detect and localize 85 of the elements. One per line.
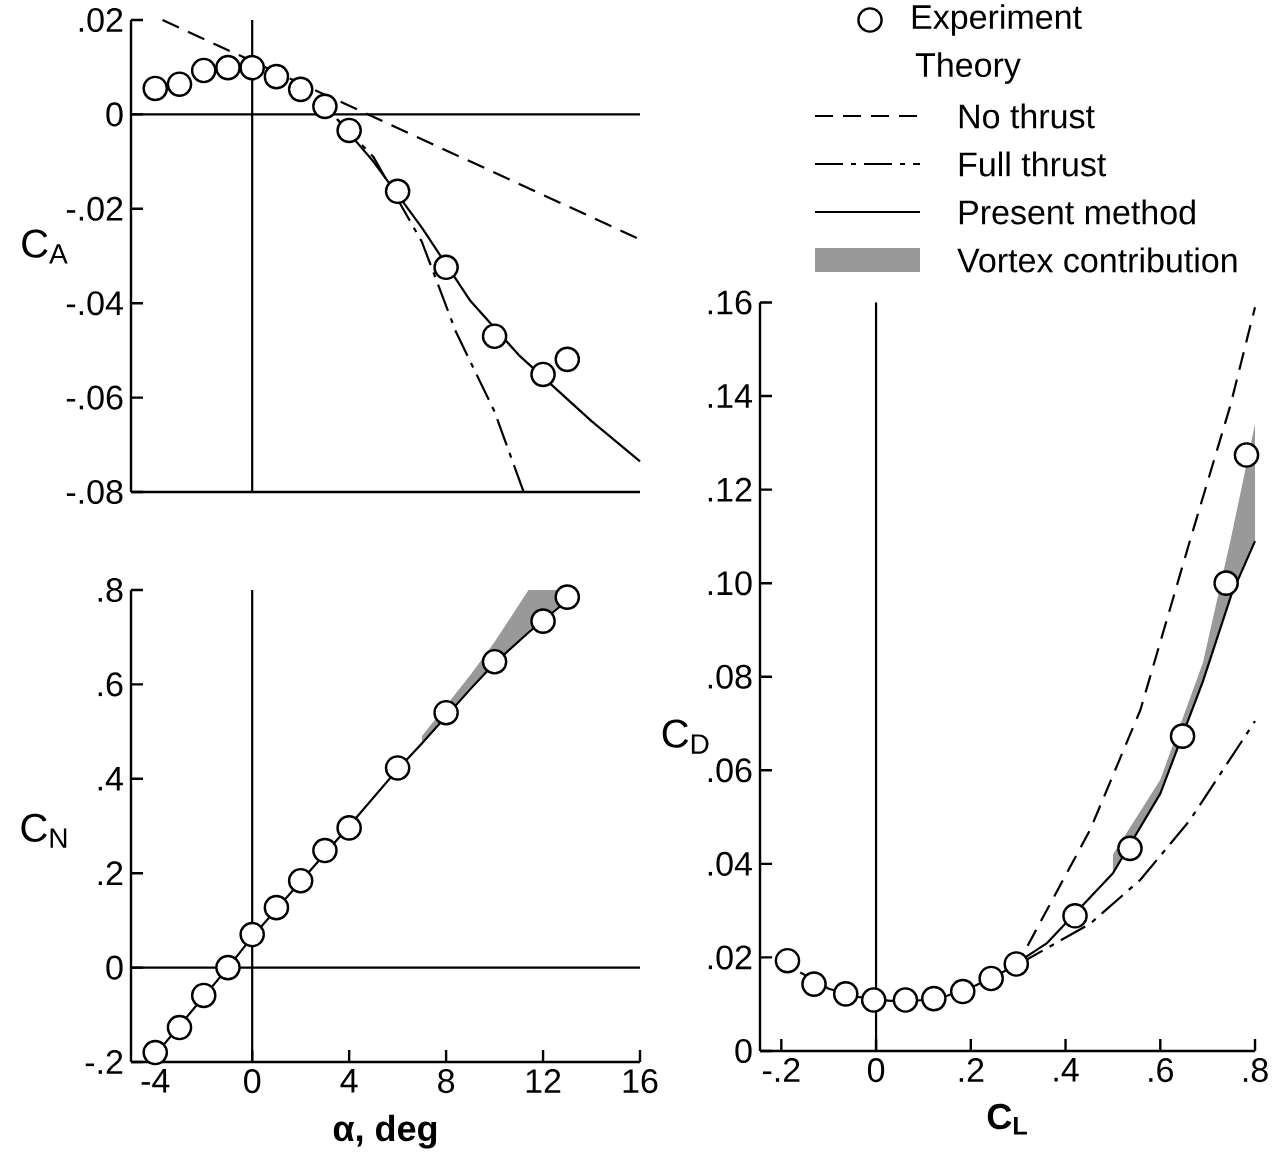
point — [215, 954, 241, 981]
y-tick-label: .10 — [708, 571, 752, 596]
y-tick-label: .02 — [708, 945, 752, 970]
point — [166, 71, 193, 97]
point — [892, 987, 919, 1013]
x-tick-label: 0 — [244, 1069, 261, 1094]
point — [1169, 723, 1196, 749]
point — [801, 971, 827, 997]
x-axis-title: C$_{L}$ — [987, 1103, 1027, 1135]
point — [554, 584, 581, 610]
point — [312, 93, 338, 120]
point — [481, 648, 508, 675]
x-tick-label: 8 — [438, 1069, 455, 1094]
point — [336, 117, 362, 144]
point — [239, 921, 265, 948]
point — [554, 346, 581, 373]
x-tick-label: 12 — [526, 1069, 561, 1093]
point — [481, 323, 508, 350]
y-tick-label: 0 — [106, 955, 123, 980]
line-series — [1026, 306, 1257, 947]
y-tick-label: .14 — [708, 384, 752, 408]
point — [433, 699, 459, 726]
y-axis-title: C$_{N}$ — [21, 813, 67, 848]
x-tick-label: .8 — [1243, 1058, 1268, 1083]
y-tick-label: 0 — [735, 1038, 752, 1064]
y-tick-label: -.08 — [66, 479, 123, 505]
y-tick-label: 0 — [106, 102, 123, 127]
y-tick-label: .6 — [98, 672, 123, 697]
text: Vortex contribution — [957, 247, 1237, 273]
legend-label: Full thrust — [959, 151, 1107, 177]
x-tick-label: 4 — [340, 1069, 358, 1093]
point — [287, 867, 314, 894]
y-tick-label: .16 — [708, 290, 752, 315]
point — [860, 987, 887, 1013]
point — [384, 178, 411, 205]
legend-label: Present method — [959, 199, 1195, 225]
point — [336, 815, 362, 841]
point — [774, 947, 801, 974]
y-tick-label: .04 — [708, 851, 752, 876]
x-tick-label: -.2 — [762, 1058, 800, 1082]
point — [530, 361, 556, 388]
point — [921, 985, 947, 1012]
y-tick-label: -.04 — [66, 291, 123, 316]
y-tick-label: -.02 — [66, 196, 123, 221]
legend-title: Theory — [915, 52, 1021, 84]
point — [949, 978, 976, 1005]
point — [530, 608, 556, 634]
y-tick-label: .06 — [708, 758, 752, 783]
point — [142, 1039, 169, 1066]
y-axis-title: C$_{A}$ — [22, 229, 68, 264]
y-tick-label: -.06 — [66, 385, 123, 410]
y-tick-label: .4 — [98, 767, 123, 791]
point — [1117, 835, 1143, 862]
point — [190, 982, 217, 1009]
y-axis-title: C$_{D}$ — [662, 719, 709, 754]
y-tick-label: .02 — [79, 7, 123, 33]
x-tick-label: 0 — [867, 1058, 885, 1083]
point — [433, 254, 459, 281]
point — [1003, 951, 1030, 977]
x-tick-label: .4 — [1054, 1058, 1079, 1082]
point — [978, 965, 1004, 992]
x-tick-label: -4 — [141, 1069, 170, 1093]
legend-label: Experiment — [912, 4, 1082, 36]
point — [263, 894, 290, 921]
point — [1062, 902, 1088, 929]
point — [263, 63, 290, 90]
point — [312, 837, 338, 864]
point — [239, 54, 265, 81]
point — [190, 57, 217, 84]
point — [142, 75, 169, 102]
point — [1213, 570, 1239, 596]
x-tick-label: .2 — [959, 1058, 984, 1082]
y-tick-label: .12 — [708, 477, 752, 502]
point — [832, 981, 859, 1007]
point — [166, 1014, 193, 1041]
legend-label: No thrust — [959, 103, 1095, 129]
x-tick-label: 16 — [623, 1069, 658, 1094]
x-tick-label: .6 — [1149, 1058, 1173, 1083]
x-axis-title: α, deg — [333, 1114, 437, 1149]
y-tick-label: .2 — [98, 861, 123, 886]
point — [384, 755, 411, 781]
y-tick-label: .8 — [98, 577, 123, 603]
point — [287, 76, 314, 103]
y-tick-label: .08 — [708, 664, 752, 689]
point — [215, 54, 241, 81]
